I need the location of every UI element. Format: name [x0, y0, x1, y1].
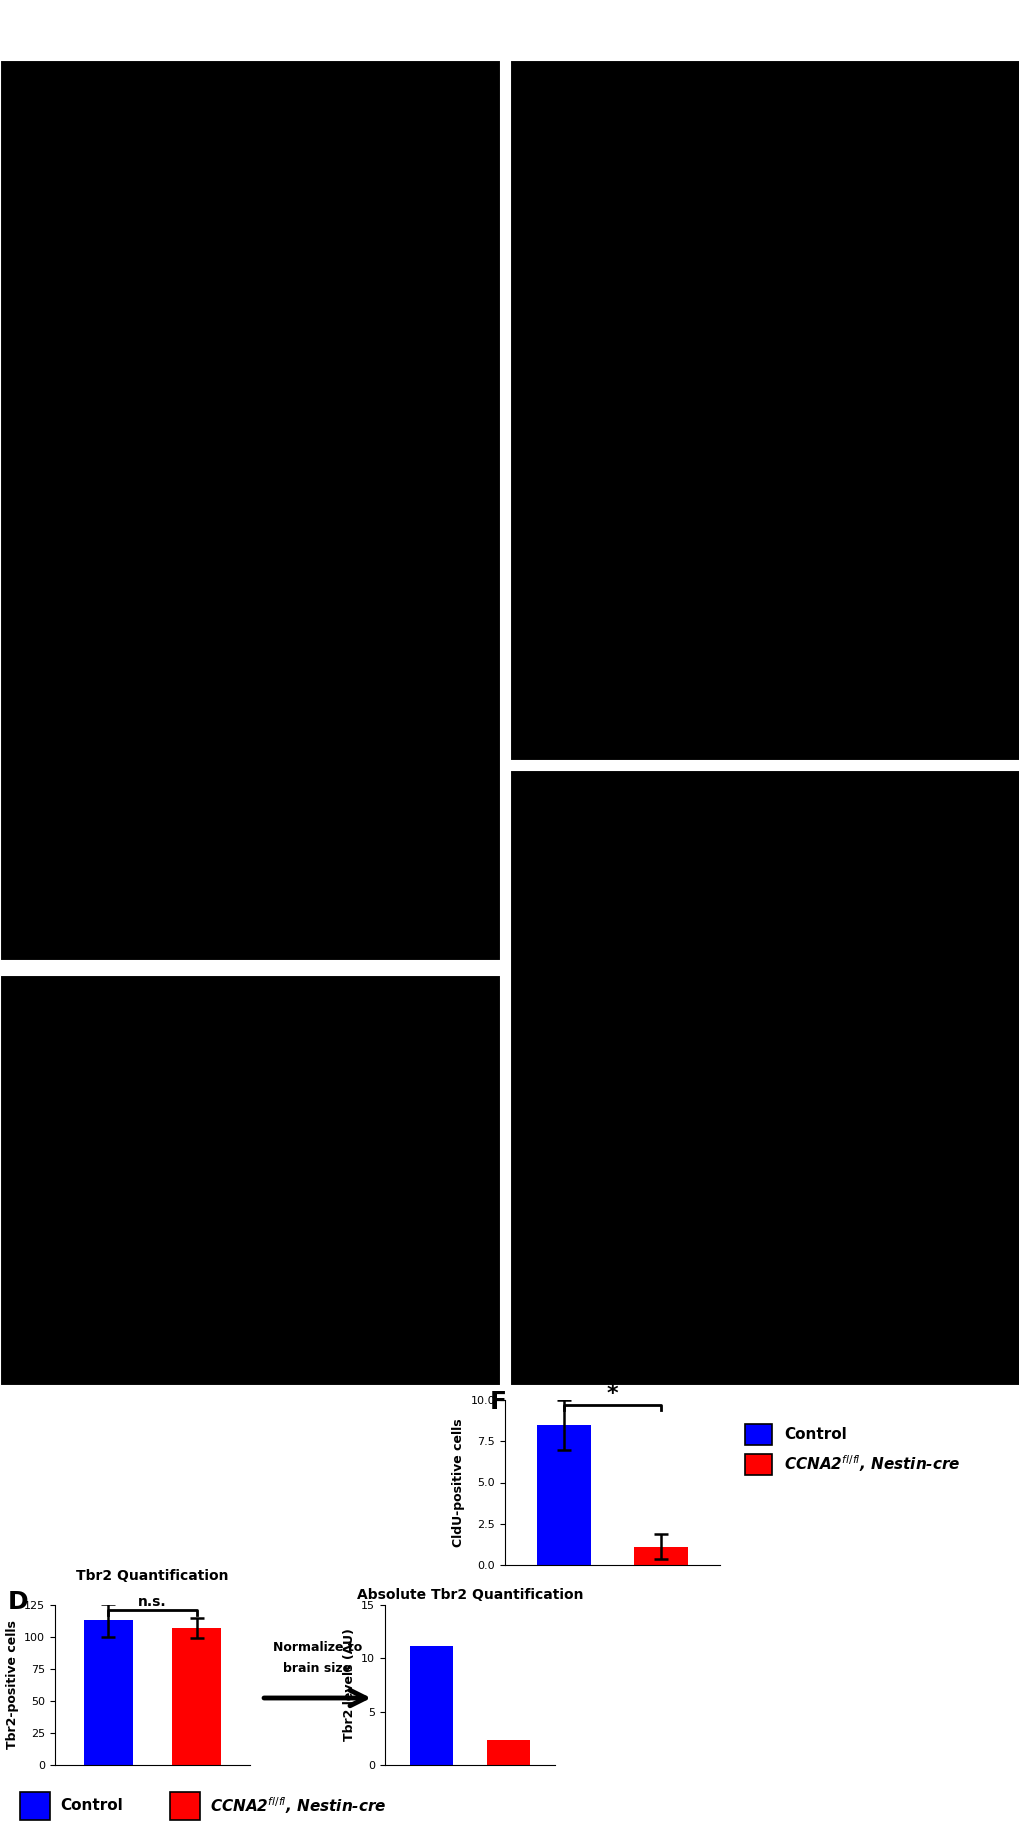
Title: Tbr2 Quantification: Tbr2 Quantification — [76, 1569, 228, 1583]
Bar — [20, 1791, 50, 1820]
Y-axis label: CldU-positive cells: CldU-positive cells — [451, 1418, 465, 1547]
Bar — [172, 1629, 221, 1766]
Text: F: F — [489, 1390, 506, 1414]
Bar — [487, 1740, 529, 1766]
Text: *: * — [606, 1385, 618, 1405]
Legend: Control, CCNA2$^{fl/fl}$, Nestin-cre: Control, CCNA2$^{fl/fl}$, Nestin-cre — [738, 1418, 966, 1481]
Bar — [536, 1425, 590, 1565]
Y-axis label: Tbr2-positive cells: Tbr2-positive cells — [5, 1620, 18, 1749]
Bar — [634, 1547, 688, 1565]
Text: brain size: brain size — [283, 1662, 352, 1674]
Text: CCNA2$^{fl/fl}$, Nestin-cre: CCNA2$^{fl/fl}$, Nestin-cre — [210, 1796, 386, 1817]
Title: Ventricle-Adjacent
CldU Quantification: Ventricle-Adjacent CldU Quantification — [536, 1348, 688, 1377]
Title: Absolute Tbr2 Quantification: Absolute Tbr2 Quantification — [357, 1589, 583, 1602]
Y-axis label: Tbr2 levels (AU): Tbr2 levels (AU) — [342, 1629, 356, 1742]
Text: Control: Control — [60, 1798, 122, 1813]
Bar — [84, 1620, 132, 1766]
Text: Normalize to: Normalize to — [273, 1640, 362, 1654]
Text: n.s.: n.s. — [138, 1596, 167, 1609]
Text: D: D — [8, 1591, 29, 1614]
Bar — [410, 1645, 452, 1766]
Bar — [170, 1791, 200, 1820]
